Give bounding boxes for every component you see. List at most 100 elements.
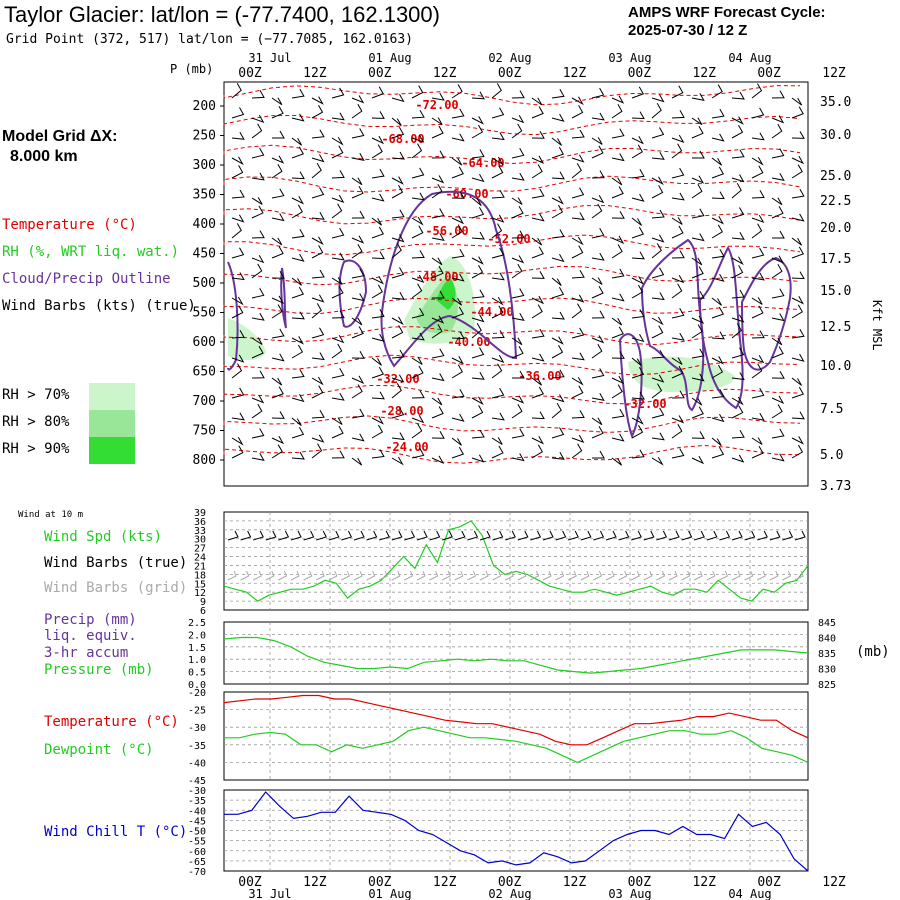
wind-barb	[611, 317, 623, 326]
bottom-time-tick-label: 12Z	[433, 875, 457, 890]
rh80-swatch	[89, 410, 135, 437]
wind-barb	[511, 90, 525, 99]
wind-barb	[651, 383, 663, 399]
wind-barb	[791, 304, 803, 319]
wind-barb	[291, 277, 302, 286]
wind-barb	[471, 256, 484, 265]
top-time-tick-label: 00Z	[757, 66, 781, 81]
grid-wind-barb	[290, 570, 300, 581]
surface-wind-barb	[706, 530, 718, 541]
wind-barb	[571, 187, 585, 199]
wind-barb	[651, 185, 664, 199]
wind-barb	[631, 169, 645, 179]
wind-barb	[291, 286, 305, 299]
wind-speed-panel-tick-label: 36	[194, 517, 206, 528]
wind-barb	[731, 405, 744, 419]
wind-barb	[231, 214, 245, 223]
legend-dewpoint: Dewpoint (°C)	[44, 742, 154, 758]
pressure-tick-label: 750	[193, 424, 216, 439]
wind-speed-panel-tick-label: 27	[194, 544, 206, 555]
wind-barb	[611, 177, 623, 186]
grid-wind-barb	[353, 570, 363, 581]
wind-barb	[511, 148, 525, 159]
bottom-date-label: 04 Aug	[728, 887, 771, 900]
wind-barb	[431, 175, 445, 184]
wind-barb	[671, 390, 685, 399]
wind-barb	[451, 413, 465, 422]
wind-barb	[431, 373, 445, 382]
wind-barb	[531, 444, 543, 459]
grid-dx-value: 8.000 km	[10, 148, 78, 165]
wind-barb	[771, 255, 785, 264]
wind-barb	[311, 269, 325, 279]
wind-barb	[371, 86, 384, 99]
wind-barb	[331, 136, 344, 146]
surface-wind-barb	[757, 530, 768, 541]
wind-barb	[611, 375, 625, 385]
wind-barb	[571, 212, 585, 221]
wind-barb	[231, 107, 245, 119]
wind-barb	[391, 176, 404, 185]
wind-barb	[631, 217, 642, 226]
wind-barb	[471, 174, 485, 183]
wind-barb	[411, 332, 425, 341]
wind-barb	[311, 434, 325, 443]
wind-barb	[691, 257, 703, 266]
wind-barb	[691, 324, 703, 339]
wind-barb	[771, 197, 783, 206]
wind-barb	[611, 384, 623, 399]
kft-tick-label: 15.0	[820, 284, 851, 299]
wind-barb	[371, 416, 384, 425]
wind-barb	[691, 373, 705, 382]
wind-barb	[351, 375, 365, 384]
wind-chill-panel-tick-label: -50	[188, 827, 206, 838]
temperature-contour-label: -32.00	[623, 397, 666, 411]
wind-barb	[771, 313, 785, 322]
wind-barb	[651, 325, 664, 339]
dewpoint-line	[224, 726, 809, 764]
temperature-panel-tick-label: -40	[188, 758, 206, 769]
grid-wind-barb	[756, 570, 766, 581]
wind-barb	[591, 170, 605, 179]
wind-barb	[411, 357, 423, 365]
wind-barb	[531, 130, 545, 139]
wind-barb	[611, 408, 625, 419]
wind-barb	[691, 348, 705, 359]
wind-barb	[271, 386, 284, 399]
wind-barb	[671, 448, 685, 459]
wind-barb	[631, 226, 645, 239]
pressure-line	[223, 636, 809, 674]
wind-barb	[751, 388, 765, 399]
wind-barb	[371, 144, 383, 159]
wind-barb	[551, 452, 565, 460]
wind-barb	[411, 448, 425, 459]
legend-precip-liq: liq. equiv.	[44, 628, 137, 644]
wind-barb	[271, 411, 285, 419]
wind-barb	[631, 416, 644, 425]
wind-barb	[711, 297, 722, 306]
wind-barb	[711, 414, 725, 423]
wind-barb	[411, 283, 423, 299]
wind-barb	[471, 289, 485, 299]
wind-barb	[571, 352, 585, 361]
wind-barb	[751, 330, 765, 339]
grid-wind-barb	[744, 570, 754, 581]
cloud-outline	[740, 256, 792, 371]
wind-barb	[511, 313, 525, 321]
bottom-time-tick-label: 00Z	[368, 875, 392, 890]
wind-barb	[471, 323, 482, 339]
wind-chill-line	[224, 791, 809, 872]
wind-barb	[351, 384, 363, 399]
surface-wind-barb	[416, 530, 428, 541]
surface-wind-barb	[593, 530, 605, 541]
wind-barb	[611, 95, 625, 104]
wind-barb	[251, 90, 265, 99]
wind-barb	[691, 315, 705, 324]
wind-barb	[631, 449, 645, 459]
wind-barb	[491, 363, 503, 379]
wind-barb	[711, 273, 725, 282]
wind-barb	[411, 307, 425, 319]
wind-barb	[251, 453, 265, 461]
wind-barb	[311, 303, 322, 319]
wind-barb	[631, 357, 642, 366]
